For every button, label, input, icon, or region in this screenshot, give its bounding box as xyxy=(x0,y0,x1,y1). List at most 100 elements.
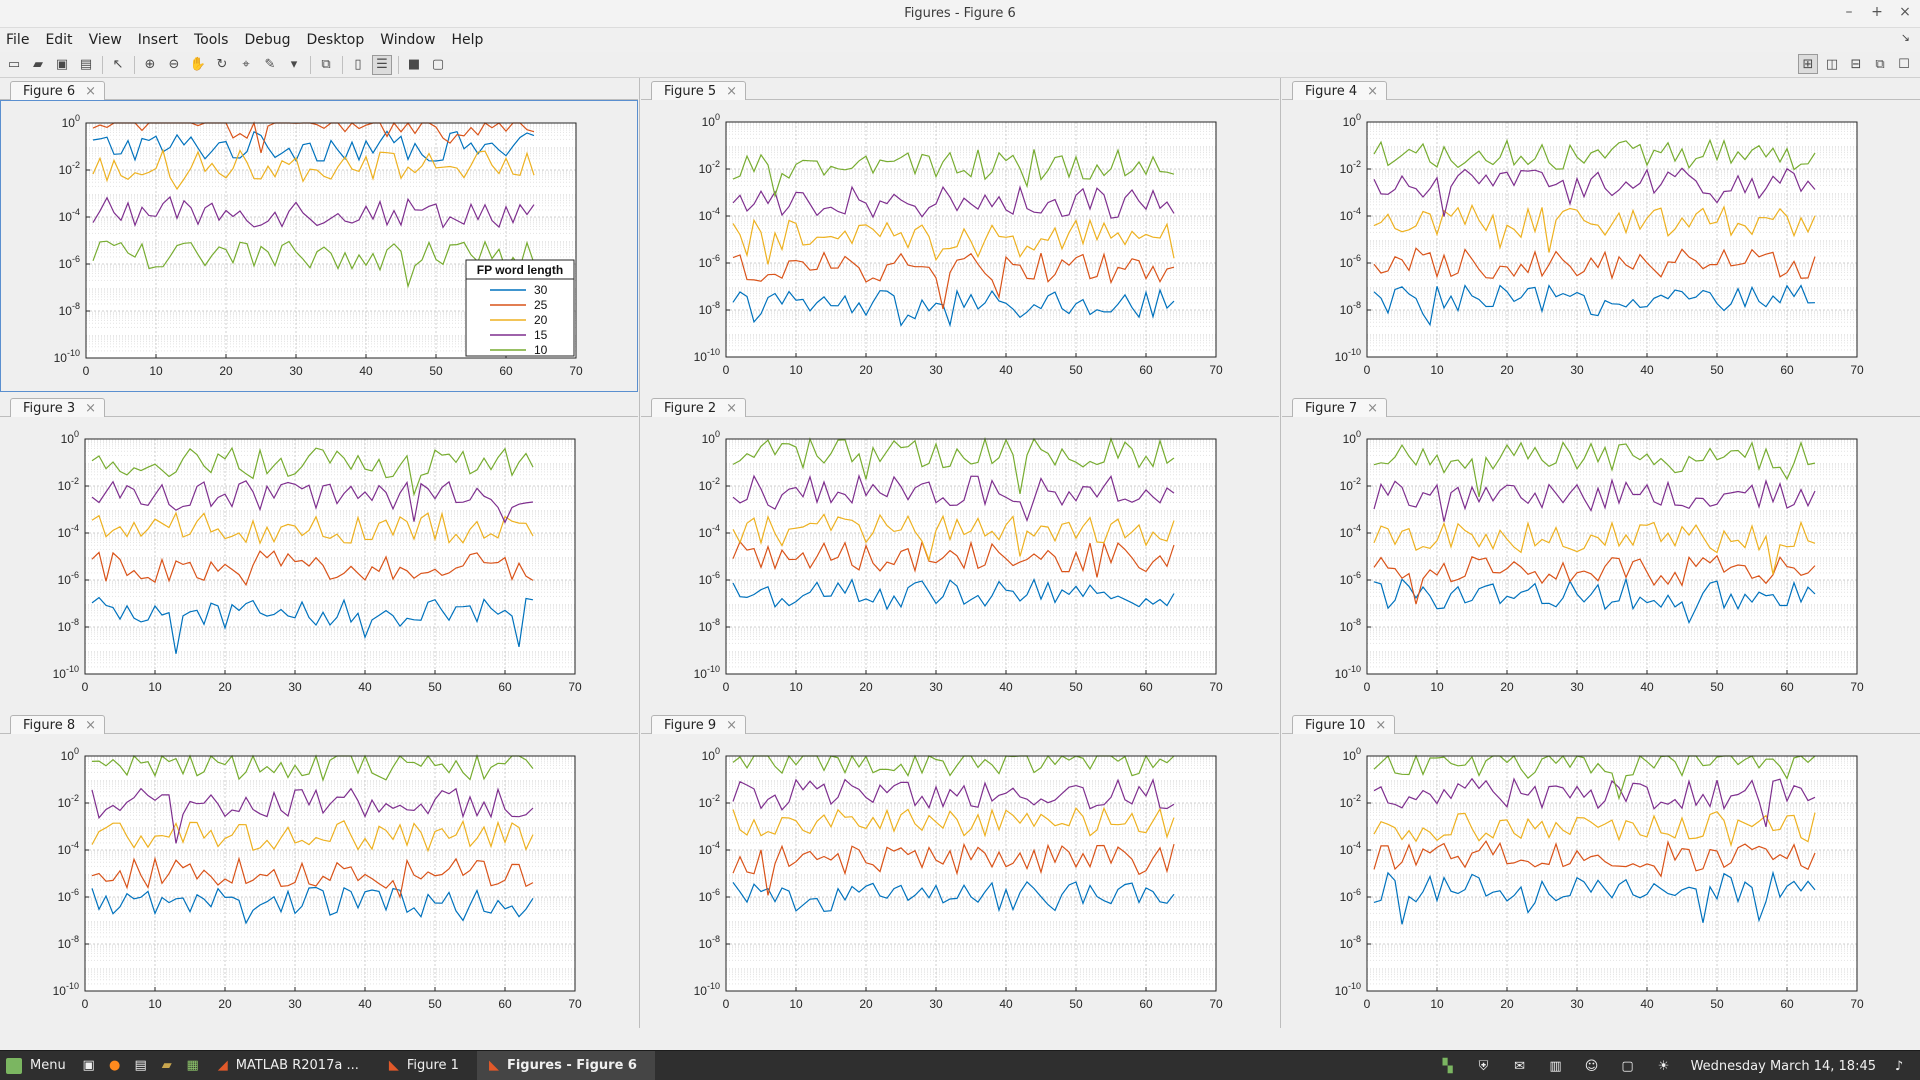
close-tab-icon[interactable]: × xyxy=(85,718,97,733)
menu-bar: File Edit View Insert Tools Debug Deskto… xyxy=(0,28,1920,52)
firefox-icon[interactable]: ● xyxy=(109,1058,121,1073)
legend-icon[interactable]: ☰ xyxy=(372,54,392,75)
series-line-15 xyxy=(732,778,1175,811)
taskbar-app-figures[interactable]: ◣ Figures - Figure 6 xyxy=(476,1050,655,1080)
menu-view[interactable]: View xyxy=(88,32,122,48)
maximize-icon[interactable]: ☐ xyxy=(1898,56,1910,72)
x-tick-label: 30 xyxy=(929,363,943,377)
display-icon[interactable]: ▢ xyxy=(1621,1058,1634,1074)
figure-panel[interactable]: Figure 4 × 0 10 20 30 40 50 60 70 100 10-2 10-4 10-6 1… xyxy=(1282,78,1920,392)
zoom-in-icon[interactable]: ⊕ xyxy=(144,57,156,72)
taskbar-app-matlab[interactable]: ◢ MATLAB R2017a ... xyxy=(206,1051,377,1080)
menu-desktop[interactable]: Desktop xyxy=(306,32,365,48)
close-tab-icon[interactable]: × xyxy=(726,401,738,416)
menu-edit[interactable]: Edit xyxy=(45,32,73,48)
new-figure-icon[interactable]: ▭ xyxy=(7,57,21,72)
figure-panel[interactable]: Figure 10 × 0 10 20 30 40 50 60 70 100 10-2 10-4 10-6… xyxy=(1282,712,1920,1028)
log-line-chart[interactable]: 0 10 20 30 40 50 60 70 100 10-2 10-4 10-6 10-8 10-10 xyxy=(1282,734,1920,1028)
pan-icon[interactable]: ✋ xyxy=(189,57,207,72)
figure-panel[interactable]: Figure 5 × 0 10 20 30 40 50 60 70 100 10-2 10-4 10-6 1… xyxy=(641,78,1279,392)
panel-splitter[interactable] xyxy=(639,78,640,1028)
figure-tab[interactable]: Figure 8 × xyxy=(10,715,106,734)
log-line-chart[interactable]: 0 10 20 30 40 50 60 70 100 10-2 10-4 10-6 10-8 10-10 xyxy=(1282,100,1920,392)
tile-grid-icon[interactable]: ⊞ xyxy=(1798,54,1818,74)
log-line-chart[interactable]: 0 10 20 30 40 50 60 70 100 10-2 10-4 10-6 10-8 10-10 xyxy=(641,100,1279,392)
menu-help[interactable]: Help xyxy=(451,32,484,48)
undock-icon[interactable]: ↘ xyxy=(1900,31,1910,44)
brightness-icon[interactable]: ☀ xyxy=(1657,1058,1670,1074)
print-icon[interactable]: ▤ xyxy=(79,57,93,72)
data-cursor-icon[interactable]: ⌖ xyxy=(242,57,250,72)
close-tab-icon[interactable]: × xyxy=(726,84,738,99)
figure-tab[interactable]: Figure 2 × xyxy=(651,398,747,417)
chat-icon[interactable]: ✉ xyxy=(1514,1058,1526,1074)
close-tab-icon[interactable]: × xyxy=(1367,401,1379,416)
menu-debug[interactable]: Debug xyxy=(244,32,291,48)
terminal-icon[interactable]: ▤ xyxy=(134,1058,147,1073)
figure-tab[interactable]: Figure 10 × xyxy=(1292,715,1396,734)
x-tick-label: 30 xyxy=(288,680,302,694)
close-tab-icon[interactable]: × xyxy=(85,84,97,99)
y-tick-label: 10-10 xyxy=(694,347,720,364)
open-icon[interactable]: ▰ xyxy=(33,57,43,72)
log-line-chart[interactable]: 0 10 20 30 40 50 60 70 100 10-2 10-4 10-6 10-8 10-10 F… xyxy=(1,101,639,393)
zoom-out-icon[interactable]: ⊖ xyxy=(168,57,180,72)
figure-panel[interactable]: Figure 2 × 0 10 20 30 40 50 60 70 100 10-2 10-4 10-6 1… xyxy=(641,395,1279,709)
figure-panel[interactable]: Figure 7 × 0 10 20 30 40 50 60 70 100 10-2 10-4 10-6 1… xyxy=(1282,395,1920,709)
close-tab-icon[interactable]: × xyxy=(85,401,97,416)
monitor-icon[interactable]: ▦ xyxy=(186,1058,199,1073)
figure-panel[interactable]: Figure 8 × 0 10 20 30 40 50 60 70 100 10-2 10-4 10-6 1… xyxy=(0,712,638,1028)
figure-tab[interactable]: Figure 9 × xyxy=(651,715,747,734)
clock[interactable]: Wednesday March 14, 18:45 xyxy=(1690,1058,1876,1074)
figure-tab[interactable]: Figure 4 × xyxy=(1292,81,1388,100)
close-tab-icon[interactable]: × xyxy=(1367,84,1379,99)
figure-tab[interactable]: Figure 7 × xyxy=(1292,398,1388,417)
dropdown-icon[interactable]: ▾ xyxy=(290,57,298,72)
panel-splitter[interactable] xyxy=(1280,78,1281,1028)
menu-tools[interactable]: Tools xyxy=(193,32,229,48)
figure-panel[interactable]: Figure 6 × 0 10 20 30 40 50 60 70 100 10-2 10-4 10-6 1… xyxy=(0,78,638,392)
log-line-chart[interactable]: 0 10 20 30 40 50 60 70 100 10-2 10-4 10-6 10-8 10-10 xyxy=(1282,417,1920,709)
maximize-button[interactable]: + xyxy=(1871,4,1883,20)
figure-tab[interactable]: Figure 5 × xyxy=(651,81,747,100)
figure-panel[interactable]: Figure 9 × 0 10 20 30 40 50 60 70 100 10-2 10-4 10-6 1… xyxy=(641,712,1279,1028)
minimize-button[interactable]: – xyxy=(1845,4,1853,20)
pointer-icon[interactable]: ↖ xyxy=(112,57,124,72)
menu-file[interactable]: File xyxy=(6,32,30,48)
y-tick-label: 10-6 xyxy=(1340,887,1361,904)
log-line-chart[interactable]: 0 10 20 30 40 50 60 70 100 10-2 10-4 10-6 10-8 10-10 xyxy=(0,734,638,1028)
menu-insert[interactable]: Insert xyxy=(137,32,178,48)
log-line-chart[interactable]: 0 10 20 30 40 50 60 70 100 10-2 10-4 10-6 10-8 10-10 xyxy=(641,734,1279,1028)
desktop-icon[interactable]: ▣ xyxy=(82,1058,95,1073)
shield-icon[interactable]: ⛨ xyxy=(1478,1058,1489,1074)
volume-icon[interactable]: ♪ xyxy=(1894,1058,1904,1074)
show-plot-tools-icon[interactable]: ▢ xyxy=(431,57,445,72)
log-line-chart[interactable]: 0 10 20 30 40 50 60 70 100 10-2 10-4 10-6 10-8 10-10 xyxy=(641,417,1279,709)
series-line-15 xyxy=(91,480,534,524)
close-tab-icon[interactable]: × xyxy=(726,718,738,733)
brush-icon[interactable]: ✎ xyxy=(264,57,276,72)
float-icon[interactable]: ⧉ xyxy=(1875,56,1885,72)
clipboard-icon[interactable]: ▥ xyxy=(1549,1058,1562,1074)
start-menu-button[interactable]: Menu xyxy=(0,1051,76,1080)
files-icon[interactable]: ▰ xyxy=(161,1058,172,1073)
y-tick-label: 10-8 xyxy=(1340,934,1361,951)
network-icon[interactable]: ▚ xyxy=(1442,1058,1453,1074)
save-icon[interactable]: ▣ xyxy=(55,57,69,72)
user-icon[interactable]: ☺ xyxy=(1584,1058,1599,1074)
log-line-chart[interactable]: 0 10 20 30 40 50 60 70 100 10-2 10-4 10-6 10-8 10-10 xyxy=(0,417,638,709)
colorbar-icon[interactable]: ▯ xyxy=(354,57,362,72)
taskbar-app-figure-1[interactable]: ◣ Figure 1 xyxy=(377,1051,477,1080)
rotate-icon[interactable]: ↻ xyxy=(216,57,228,72)
tile-columns-icon[interactable]: ◫ xyxy=(1825,56,1839,72)
close-button[interactable]: × xyxy=(1899,4,1911,20)
menu-window[interactable]: Window xyxy=(380,32,436,48)
link-plot-icon[interactable]: ⧉ xyxy=(321,57,331,72)
figure-tab[interactable]: Figure 3 × xyxy=(10,398,106,417)
figure-tab[interactable]: Figure 6 × xyxy=(10,81,106,100)
tile-rows-icon[interactable]: ⊟ xyxy=(1850,56,1862,72)
hide-plot-tools-icon[interactable]: ■ xyxy=(407,57,421,72)
figure-panel[interactable]: Figure 3 × 0 10 20 30 40 50 60 70 100 10-2 10-4 10-6 1… xyxy=(0,395,638,709)
close-tab-icon[interactable]: × xyxy=(1375,718,1387,733)
